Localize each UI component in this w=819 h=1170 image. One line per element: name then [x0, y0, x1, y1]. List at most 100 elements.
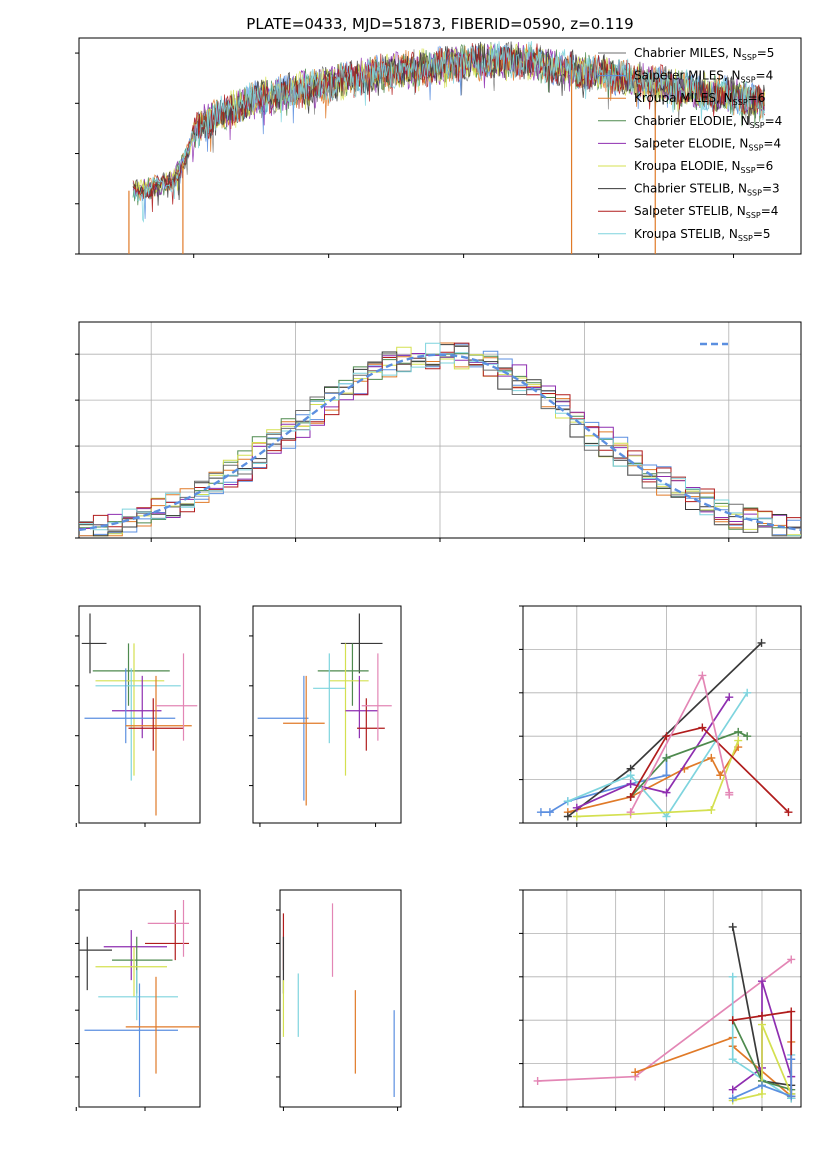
- legend-nssp: 4: [766, 69, 774, 83]
- weight-marker: [698, 671, 707, 680]
- legend-eq: =: [756, 159, 766, 173]
- weight-line-6: [732, 1024, 792, 1102]
- weight-marker: [728, 1094, 737, 1103]
- legend-nssp: 4: [775, 114, 783, 128]
- legend-eq: =: [765, 114, 775, 128]
- weight-marker: [734, 736, 743, 745]
- legend-eq: =: [761, 204, 771, 218]
- legend-eq: =: [748, 91, 758, 105]
- legend-entry: Kroupa MILES, NSSP=6: [634, 91, 765, 107]
- legend-sub: SSP: [750, 121, 765, 130]
- weight-marker: [698, 723, 707, 732]
- plot-frame: [78, 889, 201, 1108]
- weight-line-7: [629, 726, 789, 813]
- panel-6-axes: [276, 889, 402, 1111]
- weight-marker: [757, 1081, 766, 1090]
- legend-entry: Chabrier MILES, NSSP=5: [634, 46, 774, 62]
- panel-7-axes: [519, 889, 802, 1111]
- plot-frame: [522, 605, 802, 824]
- weight-marker: [728, 1016, 737, 1025]
- weight-marker: [536, 808, 545, 817]
- legend-sub: SSP: [748, 143, 763, 152]
- weight-marker: [631, 1068, 640, 1077]
- weight-marker: [572, 812, 581, 821]
- legend-entry: Salpeter MILES, NSSP=4: [634, 69, 773, 85]
- lines-group-4: [536, 638, 793, 821]
- weight-marker: [662, 732, 671, 741]
- legend-nssp: 6: [758, 91, 766, 105]
- weight-marker: [563, 797, 572, 806]
- legend-eq: =: [762, 182, 772, 196]
- legend-entry: Kroupa STELIB, NSSP=5: [634, 227, 771, 243]
- weight-marker: [787, 955, 796, 964]
- weight-marker: [545, 808, 554, 817]
- errorbar-group-6: [282, 903, 395, 1097]
- weight-line-2: [567, 642, 763, 818]
- weight-marker: [784, 808, 793, 817]
- legend-nssp: 4: [773, 136, 781, 150]
- spectrum-group: [128, 41, 765, 254]
- legend-entry: Salpeter ELODIE, NSSP=4: [634, 136, 781, 152]
- weight-marker: [757, 977, 766, 986]
- histogram-group: [79, 342, 801, 537]
- weight-marker: [734, 727, 743, 736]
- weight-line-8: [732, 1059, 793, 1100]
- legend-sub: SSP: [741, 166, 756, 175]
- legend-entry: Salpeter STELIB, NSSP=4: [634, 204, 778, 220]
- weight-marker: [626, 808, 635, 817]
- legend-nssp: 6: [766, 159, 774, 173]
- weight-marker: [626, 792, 635, 801]
- weight-marker: [725, 790, 734, 799]
- weight-marker: [662, 812, 671, 821]
- weight-marker: [757, 1011, 766, 1020]
- weight-marker: [728, 922, 737, 931]
- weight-line-4: [567, 692, 748, 818]
- panel-4-axes: [519, 605, 802, 827]
- legend-name: Chabrier MILES, N: [634, 46, 742, 60]
- legend-name: Salpeter MILES, N: [634, 69, 741, 83]
- weight-marker: [728, 1085, 737, 1094]
- weight-marker: [725, 693, 734, 702]
- weight-marker: [707, 753, 716, 762]
- legend-name: Salpeter ELODIE, N: [634, 136, 748, 150]
- legend-name: Kroupa MILES, N: [634, 91, 733, 105]
- legend-sub: SSP: [746, 211, 761, 220]
- plot-frame: [279, 889, 402, 1108]
- weight-marker: [757, 1020, 766, 1029]
- legend-eq: =: [753, 227, 763, 241]
- weight-marker: [563, 812, 572, 821]
- weight-marker: [716, 771, 725, 780]
- figure-title: PLATE=0433, MJD=51873, FIBERID=0590, z=0…: [246, 15, 633, 33]
- legend-eq: =: [763, 136, 773, 150]
- weight-marker: [572, 803, 581, 812]
- weight-line-1: [567, 746, 739, 813]
- weight-marker: [626, 771, 635, 780]
- plot-frame: [78, 37, 802, 255]
- legend-entry: Chabrier ELODIE, NSSP=4: [634, 114, 782, 130]
- legend-name: Kroupa STELIB, N: [634, 227, 738, 241]
- panel-5-axes: [75, 889, 201, 1111]
- weight-marker: [707, 805, 716, 814]
- panel-2-axes: [75, 605, 201, 827]
- errorbar-group-2: [81, 613, 198, 816]
- weight-marker: [757, 638, 766, 647]
- legend-entry: Kroupa ELODIE, NSSP=6: [634, 159, 773, 175]
- weight-marker: [626, 779, 635, 788]
- weight-marker: [728, 1055, 737, 1064]
- weight-marker: [787, 1055, 796, 1064]
- legend-nssp: 4: [771, 204, 779, 218]
- lines-group-7: [533, 922, 796, 1105]
- panel-3-axes: [249, 605, 402, 827]
- plot-frame: [78, 321, 802, 539]
- spectrum-line-8: [132, 41, 765, 223]
- legend-name: Salpeter STELIB, N: [634, 204, 746, 218]
- errorbar-group-5: [79, 900, 200, 1097]
- plot-frame: [252, 605, 402, 824]
- legend-sub: SSP: [742, 53, 757, 62]
- legend-sub: SSP: [733, 98, 748, 107]
- legend-sub: SSP: [738, 234, 753, 243]
- legend-name: Kroupa ELODIE, N: [634, 159, 741, 173]
- legend-nssp: 3: [772, 182, 780, 196]
